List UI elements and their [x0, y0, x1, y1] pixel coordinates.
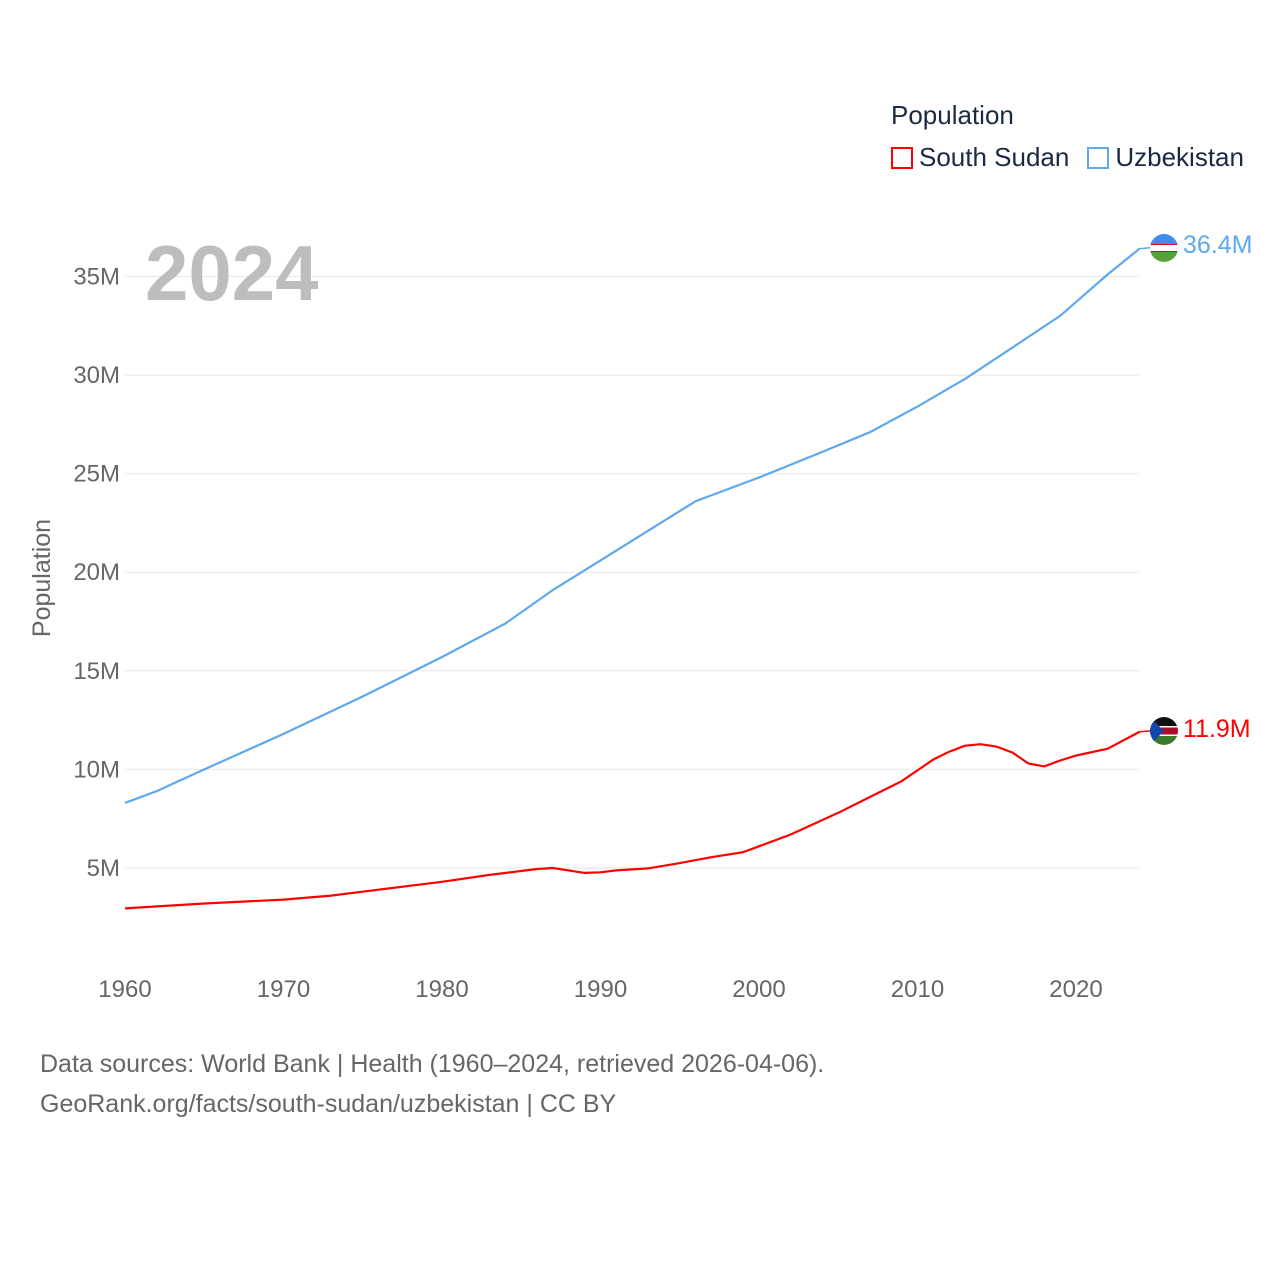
- x-tick-label: 2020: [1049, 976, 1102, 1003]
- y-tick-label: 10M: [73, 756, 120, 783]
- y-tick-label: 30M: [73, 362, 120, 389]
- y-tick-label: 35M: [73, 263, 120, 290]
- end-connector: [1138, 247, 1151, 250]
- year-label: 2024: [145, 229, 319, 317]
- end-connector: [1138, 730, 1151, 733]
- data-source-text: Data sources: World Bank | Health (1960–…: [40, 1050, 825, 1078]
- x-tick-label: 2010: [891, 976, 944, 1003]
- uzbekistan-flag-icon: [1150, 234, 1178, 262]
- series-line-south-sudan: [124, 730, 1140, 910]
- x-tick-label: 1990: [574, 976, 627, 1003]
- x-tick-label: 1980: [415, 976, 468, 1003]
- footer: Data sources: World Bank | Health (1960–…: [40, 1044, 824, 1124]
- legend-title: Population: [891, 100, 1014, 130]
- x-tick-label: 1960: [98, 976, 151, 1003]
- legend-swatch: [1087, 146, 1110, 169]
- y-tick-label: 25M: [73, 461, 120, 488]
- y-axis-label: Population: [28, 519, 56, 637]
- legend-item-south-sudan[interactable]: South Sudan: [891, 142, 1069, 173]
- flag-triangle: [1150, 717, 1164, 745]
- legend-item-uzbekistan[interactable]: Uzbekistan: [1087, 142, 1244, 173]
- y-tick-label: 20M: [73, 559, 120, 586]
- legend-swatch: [891, 146, 913, 169]
- x-tick-label: 1970: [257, 976, 310, 1003]
- south-sudan-end-label: 11.9M: [1183, 715, 1251, 743]
- series-line-uzbekistan: [124, 247, 1141, 804]
- source-link[interactable]: GeoRank.org/facts/south-sudan/uzbekistan…: [40, 1090, 617, 1118]
- south-sudan-flag-icon: [1150, 717, 1178, 745]
- uzbekistan-end-label: 36.4M: [1183, 231, 1253, 259]
- legend-label: Uzbekistan: [1115, 142, 1244, 172]
- legend: South Sudan Uzbekistan: [891, 142, 1244, 173]
- x-tick-label: 2000: [732, 976, 785, 1003]
- y-tick-label: 15M: [73, 658, 120, 685]
- y-tick-label: 5M: [87, 855, 120, 882]
- legend-label: South Sudan: [919, 142, 1070, 172]
